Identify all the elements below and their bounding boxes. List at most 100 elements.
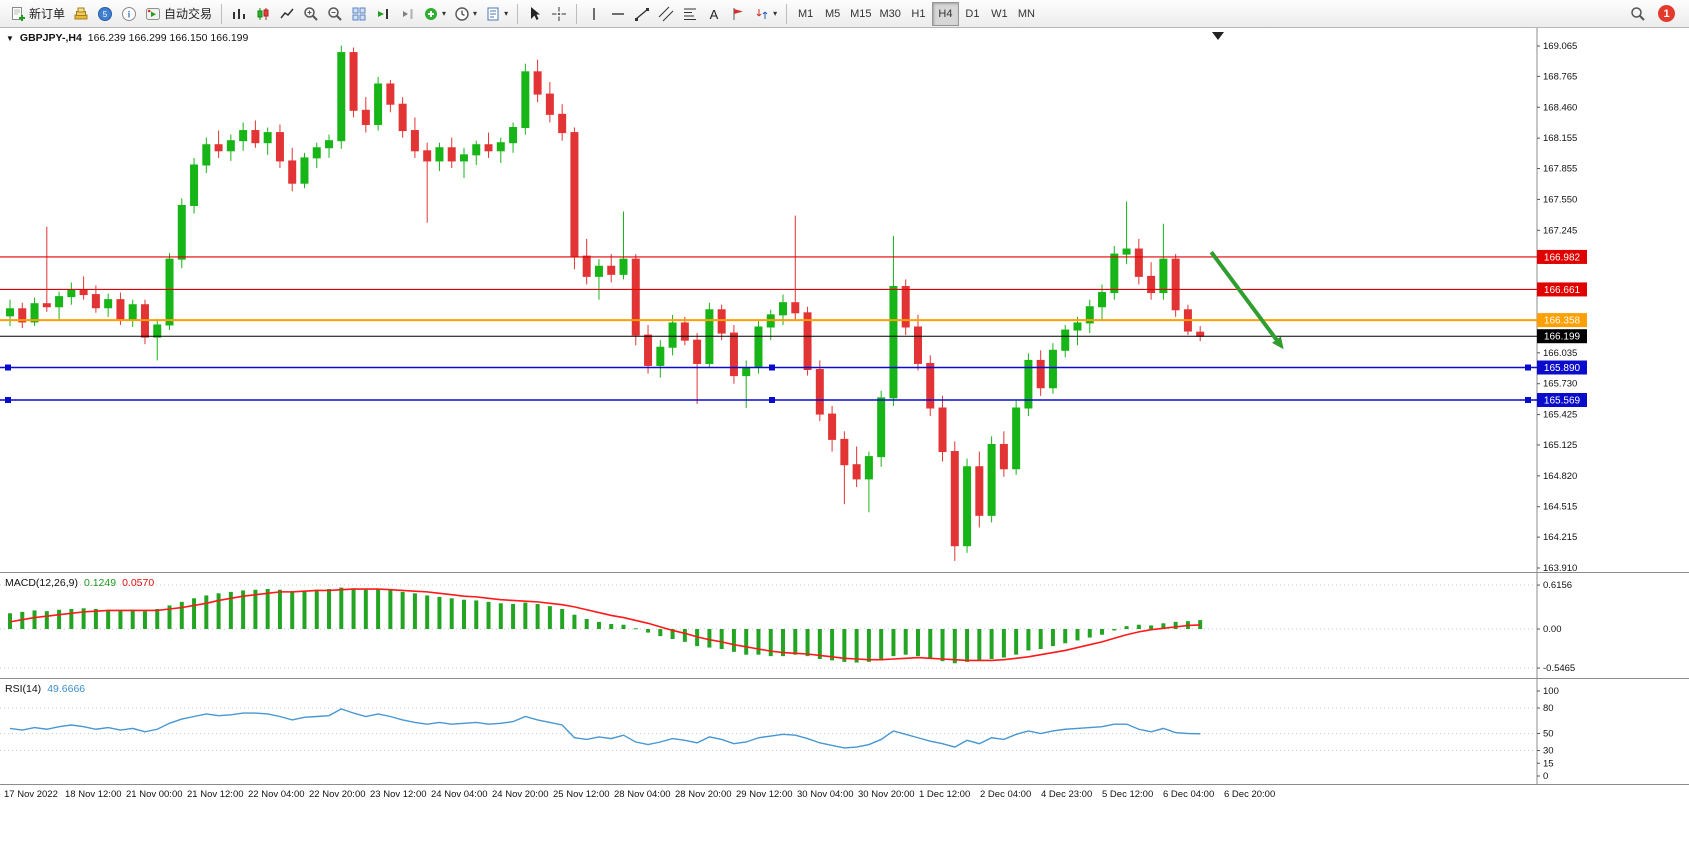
candle-body [1134,248,1143,277]
macd-bar [1149,625,1154,629]
candle-body [901,285,910,328]
candle-body [877,397,886,458]
info-button[interactable]: i [117,2,141,26]
price-tag-label: 166.661 [1544,285,1581,296]
macd-bar [842,629,847,662]
candle-body [423,150,432,162]
candle-body [680,322,689,341]
candle-body [521,71,530,129]
line-handle[interactable] [769,397,775,404]
indicators-button[interactable]: ▾ [419,2,450,26]
chart-shift-icon [399,6,415,22]
chart-canvas[interactable]: 169.065 168.765 168.460 168.155 167.855 167.5… [0,28,1689,802]
macd-histogram [8,587,1203,664]
candle-body [742,367,751,377]
timeframe-h1-button[interactable]: H1 [905,2,932,26]
chart-shift-button[interactable] [395,2,419,26]
line-chart-button[interactable] [275,2,299,26]
macd-bar [167,605,172,629]
timeframe-m30-button[interactable]: M30 [876,2,905,26]
timeframe-m5-button[interactable]: M5 [819,2,846,26]
algo-trading-button[interactable]: 自动交易 [141,2,216,26]
line-handle[interactable] [769,364,775,371]
mql5-services-button[interactable]: 5 [93,2,117,26]
candle-body [963,466,972,547]
candle-body [116,299,125,321]
timeframe-w1-button[interactable]: W1 [986,2,1013,26]
rsi-axis-label: 30 [1543,746,1554,757]
price-tag [1537,313,1587,328]
timeframe-d1-button[interactable]: D1 [959,2,986,26]
timeframe-m15-button[interactable]: M15 [846,2,875,26]
line-handle[interactable] [1525,364,1531,371]
candle-body [6,308,14,317]
chart-menu-triangle-icon[interactable]: ▼ [6,33,14,43]
trendline-button[interactable] [630,2,654,26]
candle-body [214,144,223,152]
macd-bar [560,609,565,629]
candle-body [607,265,616,275]
channel-button[interactable] [654,2,678,26]
candle-body [325,140,334,149]
bar-chart-button[interactable] [227,2,251,26]
candle-body [496,142,505,152]
timeframe-h4-button[interactable]: H4 [931,1,959,26]
zoom-in-button[interactable] [299,2,323,26]
price-axis-label: 164.215 [1543,532,1577,543]
notification-badge[interactable]: 1 [1658,5,1675,22]
new-order-button[interactable]: 新订单 [6,2,69,26]
macd-bar [915,629,920,657]
auto-scroll-button[interactable] [371,2,395,26]
zoom-out-button[interactable] [323,2,347,26]
search-button[interactable] [1626,2,1650,26]
macd-bar [339,587,344,629]
macd-bar [1112,629,1117,631]
macd-bar [93,609,98,629]
candle-body [644,334,653,366]
line-handle[interactable] [5,364,11,371]
timeframe-mn-button[interactable]: MN [1013,2,1040,26]
cursor-button[interactable] [523,2,547,26]
fibonacci-button[interactable] [678,2,702,26]
period-clock-button[interactable]: ▾ [450,2,481,26]
macd-bar [44,611,49,629]
chart-symbol-header: ▼ GBPJPY-,H4 166.239 166.299 166.150 166… [6,32,248,44]
candle-body [779,302,788,316]
macd-bar [81,608,86,629]
candle-body [729,332,738,377]
candlestick-series [6,45,1205,561]
fibonacci-icon [682,6,698,22]
line-handle[interactable] [5,397,11,404]
label-button[interactable] [726,2,750,26]
candle-body [128,304,137,321]
macd-bar [130,609,135,629]
timeframe-m1-button[interactable]: M1 [792,2,819,26]
trend-arrow[interactable] [1209,250,1280,343]
chart-area[interactable]: 169.065 168.765 168.460 168.155 167.855 167.5… [0,28,1689,802]
arrows-objects-button[interactable]: ▾ [750,2,781,26]
candle-body [349,52,358,111]
macd-bar [805,629,810,657]
vertical-line-button[interactable] [582,2,606,26]
candle-body [619,258,628,275]
macd-bar [412,593,417,629]
crosshair-button[interactable] [547,2,571,26]
chart-shift-marker[interactable] [1212,32,1224,40]
time-axis-label: 21 Nov 00:00 [126,789,183,800]
time-axis-label: 24 Nov 04:00 [431,789,488,800]
candle-body [594,265,603,277]
macd-bar [1136,624,1141,629]
rsi-name-label: RSI(14) [5,683,42,695]
candlestick-chart-button[interactable] [251,2,275,26]
text-button[interactable]: A [702,2,726,26]
macd-bar [1001,629,1006,658]
tile-windows-button[interactable] [347,2,371,26]
metaeditor-button[interactable] [69,2,93,26]
horizontal-line-button[interactable] [606,2,630,26]
macd-bar [621,624,626,629]
line-handle[interactable] [1525,397,1531,404]
price-tag-label: 165.890 [1544,363,1581,374]
templates-button[interactable]: ▾ [481,2,512,26]
macd-bar [155,609,160,629]
bar-chart-icon [231,6,247,22]
